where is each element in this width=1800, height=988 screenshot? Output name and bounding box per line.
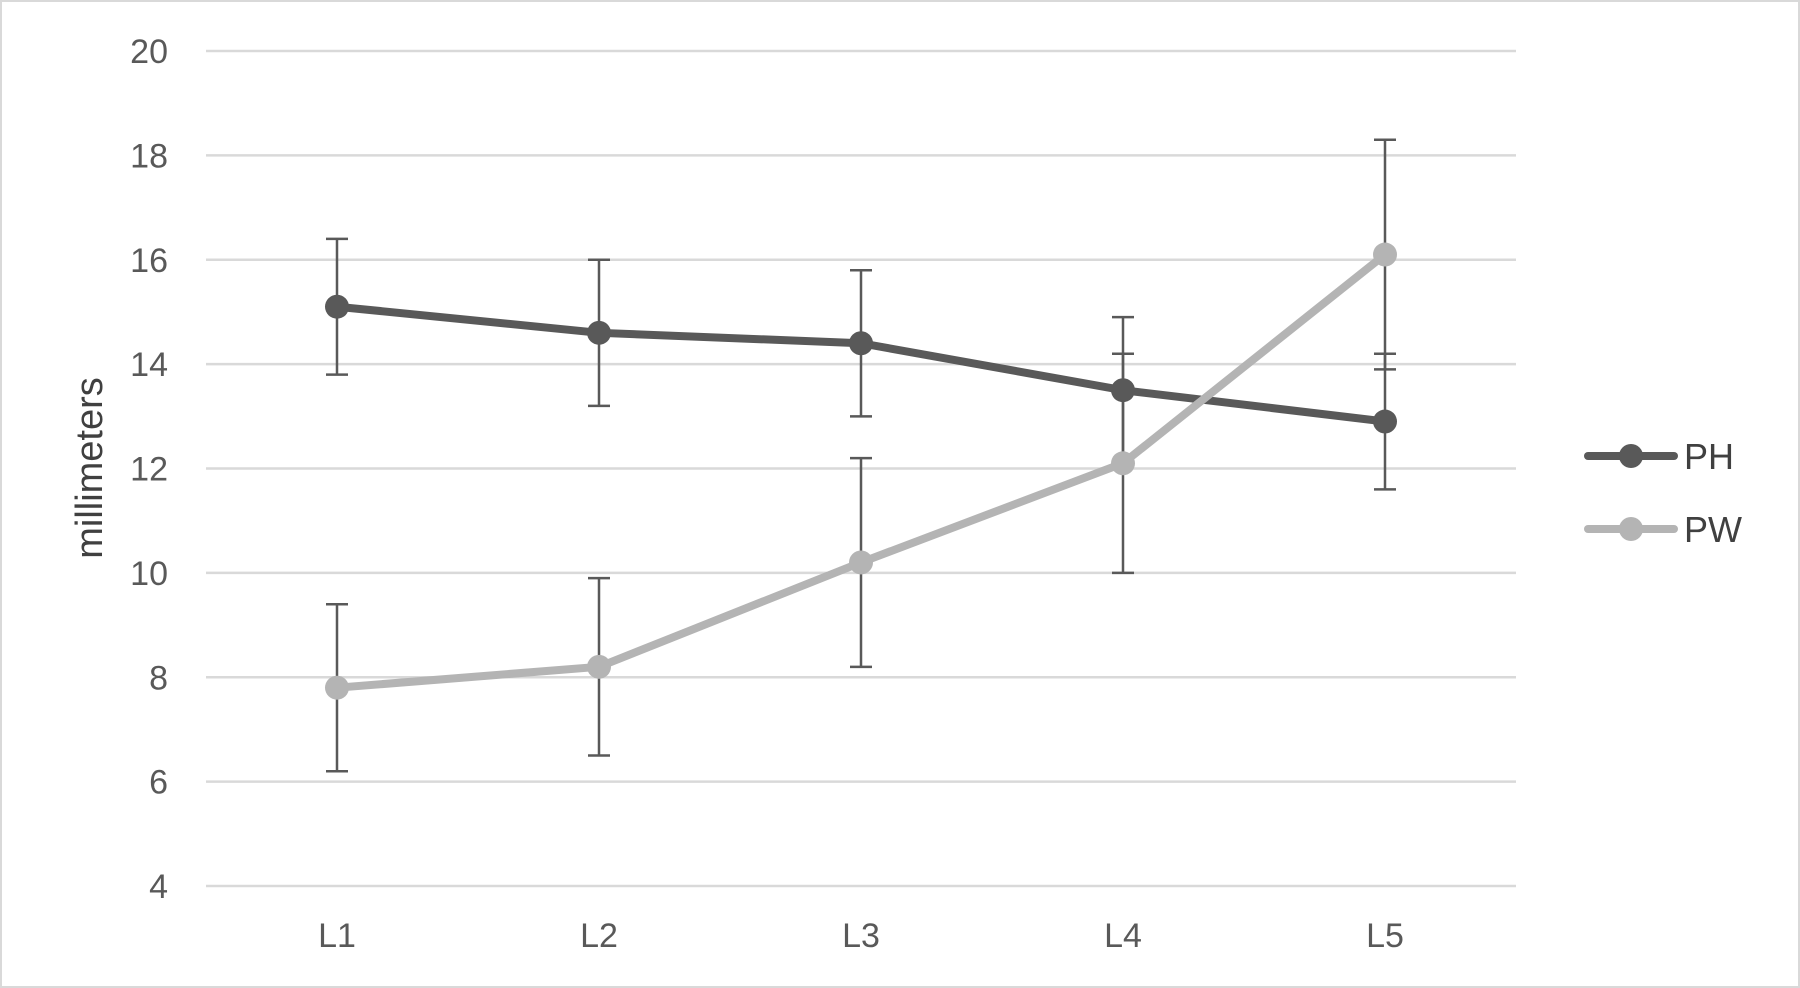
legend-marker-ph (1619, 444, 1643, 468)
legend: PH PW (1584, 436, 1742, 550)
y-tick-label: 20 (130, 33, 168, 71)
legend-marker-pw (1619, 517, 1643, 541)
y-tick-label: 12 (130, 451, 168, 489)
y-axis-title: millimeters (69, 377, 111, 559)
y-tick-label: 8 (149, 659, 168, 697)
data-point-pw (587, 654, 611, 679)
y-tick-label: 4 (149, 868, 168, 906)
x-tick-label: L2 (580, 917, 618, 955)
legend-label-pw: PW (1684, 509, 1742, 550)
data-point-pw (1373, 242, 1397, 267)
y-tick-label: 6 (149, 764, 168, 802)
y-axis-tick-labels: 4 6 8 10 12 14 16 18 20 (130, 33, 168, 906)
data-point-ph (1111, 378, 1135, 403)
data-point-ph (325, 294, 349, 319)
y-tick-label: 10 (130, 555, 168, 593)
data-point-ph (849, 331, 873, 356)
x-tick-label: L1 (318, 917, 356, 955)
series-lines (325, 242, 1397, 700)
x-axis-tick-labels: L1 L2 L3 L4 L5 (318, 917, 1404, 955)
legend-label-ph: PH (1684, 436, 1734, 477)
x-tick-label: L4 (1104, 917, 1142, 955)
y-tick-label: 14 (130, 346, 168, 384)
y-tick-label: 16 (130, 242, 168, 280)
data-point-pw (849, 550, 873, 575)
x-tick-label: L3 (842, 917, 880, 955)
data-point-ph (1373, 409, 1397, 434)
data-point-ph (587, 320, 611, 345)
y-tick-label: 18 (130, 137, 168, 175)
data-point-pw (1111, 451, 1135, 476)
data-point-pw (325, 675, 349, 700)
x-tick-label: L5 (1366, 917, 1404, 955)
